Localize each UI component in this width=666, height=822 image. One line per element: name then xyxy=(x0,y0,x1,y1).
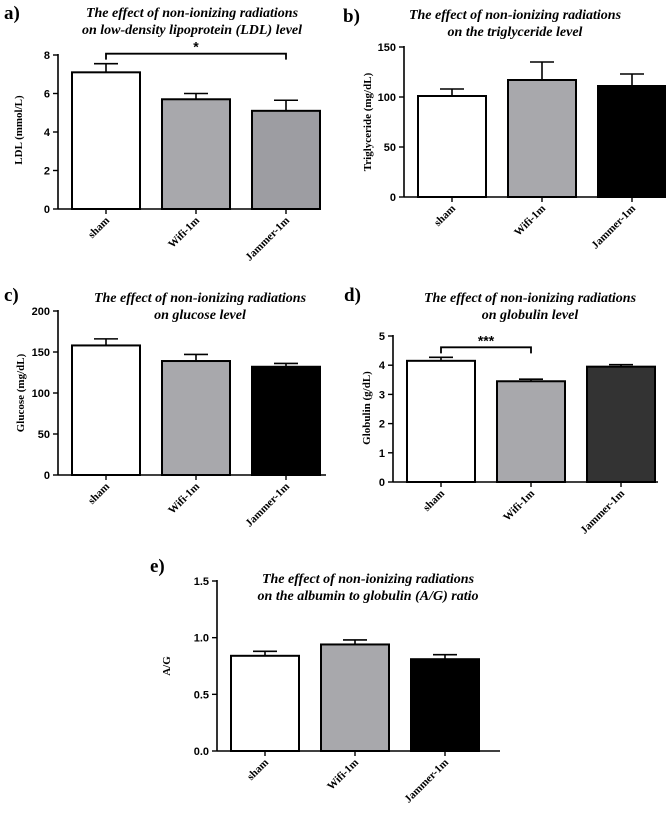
category-label: Wifi-1m xyxy=(501,488,537,524)
panel-b: b) The effect of non-ionizing radiations… xyxy=(343,6,666,251)
bar-jammer-1m xyxy=(597,85,666,198)
category-label: Wifi-1m xyxy=(166,481,202,517)
y-tick-label: 50 xyxy=(384,142,396,154)
panel-letter: d) xyxy=(344,285,361,306)
y-tick-label: 1.5 xyxy=(194,576,209,588)
panel-letter: b) xyxy=(343,6,360,27)
bar-sham xyxy=(71,344,141,476)
bar-wifi-1m xyxy=(320,643,390,753)
y-tick-label: 0 xyxy=(390,192,396,204)
y-tick-label: 200 xyxy=(32,306,50,318)
y-tick-label: 2 xyxy=(44,166,50,178)
category-label: Wifi-1m xyxy=(166,215,202,251)
title-line-2: on low-density lipoprotein (LDL) level xyxy=(82,23,302,38)
y-tick-label: 50 xyxy=(38,429,50,441)
y-axis-label: LDL (mmol/L) xyxy=(13,95,25,165)
y-tick-label: 0 xyxy=(44,470,50,482)
plot-e: 0.0 0.5 1.0 1.5 sham Wifi-1m Jammer-1m xyxy=(194,576,500,805)
y-axis-label: A/G xyxy=(161,656,173,676)
y-tick-label: 1.0 xyxy=(194,633,209,645)
title-line-1: The effect of non-ionizing radiations xyxy=(409,8,622,23)
title-line-2: on glucose level xyxy=(154,308,246,323)
bar-wifi-1m xyxy=(161,360,231,476)
category-label: Wifi-1m xyxy=(325,757,361,793)
bar-jammer-1m xyxy=(251,365,321,477)
bar-wifi-1m xyxy=(161,98,231,210)
plot-b: 0 50 100 150 sham Wifi-1m Jammer-1m xyxy=(378,42,666,251)
title-line-2: on the albumin to globulin (A/G) ratio xyxy=(258,589,479,604)
y-tick-label: 8 xyxy=(44,50,50,62)
bar-wifi-1m xyxy=(507,79,577,198)
panel-e: e) The effect of non-ionizing radiations… xyxy=(150,556,500,805)
panel-letter: c) xyxy=(4,285,19,306)
y-tick-label: 4 xyxy=(379,360,386,372)
y-tick-label: 5 xyxy=(379,331,385,343)
y-tick-label: 6 xyxy=(44,89,50,101)
category-label: sham xyxy=(86,215,112,241)
y-tick-label: 0 xyxy=(379,477,385,489)
panel-a: a) The effect of non-ionizing radiations… xyxy=(4,3,321,264)
y-tick-label: 2 xyxy=(379,419,385,431)
bar-jammer-1m xyxy=(251,109,321,210)
bar-sham xyxy=(230,654,300,752)
title-line-2: on globulin level xyxy=(482,308,579,323)
category-label: sham xyxy=(432,203,458,229)
bar-jammer-1m xyxy=(410,658,480,753)
bar-jammer-1m xyxy=(586,365,656,483)
category-label: sham xyxy=(245,757,271,783)
bar-sham xyxy=(417,95,487,198)
y-tick-label: 100 xyxy=(32,388,50,400)
significance-label: *** xyxy=(478,332,495,348)
plot-d: 0 1 2 3 4 5 sham Wifi-1m Jammer-1m *** xyxy=(379,331,658,536)
category-label: sham xyxy=(421,488,447,514)
title-line-1: The effect of non-ionizing radiations xyxy=(424,291,637,306)
significance-label: * xyxy=(193,39,199,55)
category-label: Jammer-1m xyxy=(243,481,292,530)
category-label: Jammer-1m xyxy=(243,215,292,264)
category-label: Jammer-1m xyxy=(589,203,638,252)
y-axis-label: Glucose (mg/dL) xyxy=(15,353,27,432)
y-tick-label: 1 xyxy=(379,448,385,460)
panel-c: c) The effect of non-ionizing radiations… xyxy=(4,285,326,529)
category-label: Jammer-1m xyxy=(402,757,451,806)
y-tick-label: 150 xyxy=(32,347,50,359)
panel-letter: e) xyxy=(150,556,165,577)
plot-a: 0 2 4 6 8 sham Wifi-1m Jammer-1m * xyxy=(44,39,321,264)
significance-bracket xyxy=(105,52,287,60)
plot-c: 0 50 100 150 200 sham Wifi-1m Jammer-1m xyxy=(32,306,326,529)
panel-d: d) The effect of non-ionizing radiations… xyxy=(344,285,658,536)
title-line-1: The effect of non-ionizing radiations xyxy=(94,291,307,306)
category-label: Wifi-1m xyxy=(512,203,548,239)
title-line-1: The effect of non-ionizing radiations xyxy=(262,572,475,587)
significance-bracket xyxy=(440,346,532,354)
y-tick-label: 0.0 xyxy=(194,746,209,758)
y-tick-label: 0 xyxy=(44,204,50,216)
bar-sham xyxy=(71,71,141,210)
bar-sham xyxy=(406,359,476,484)
y-axis-label: Triglyceride (mg/dL) xyxy=(362,72,374,171)
title-line-2: on the triglyceride level xyxy=(448,25,583,40)
category-label: sham xyxy=(86,481,112,507)
y-tick-label: 3 xyxy=(379,389,385,401)
category-label: Jammer-1m xyxy=(578,488,627,537)
panel-letter: a) xyxy=(4,3,20,24)
y-tick-label: 100 xyxy=(378,92,396,104)
bar-wifi-1m xyxy=(496,380,566,484)
y-tick-label: 0.5 xyxy=(194,689,209,701)
title-line-1: The effect of non-ionizing radiations xyxy=(86,6,299,21)
y-tick-label: 150 xyxy=(378,42,396,54)
y-tick-label: 4 xyxy=(44,127,51,139)
y-axis-label: Globulin (g/dL) xyxy=(361,371,373,445)
